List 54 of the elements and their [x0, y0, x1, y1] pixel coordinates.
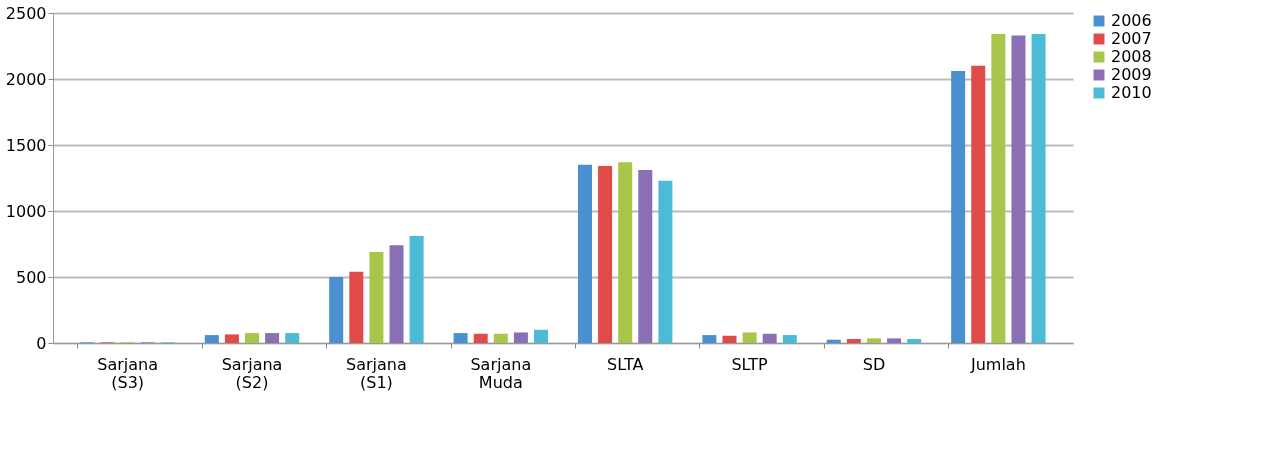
bar [224, 334, 239, 343]
bar [742, 332, 757, 343]
y-tick-label: 1000 [5, 201, 47, 221]
y-tick-label: 0 [36, 333, 47, 353]
y-tick-label: 2000 [5, 69, 47, 89]
bar [409, 236, 424, 343]
legend-label: 2008 [1111, 47, 1152, 66]
bar [453, 333, 468, 343]
y-tick-label: 500 [15, 267, 47, 287]
bar [329, 277, 344, 343]
bar [658, 180, 673, 343]
bar [722, 335, 737, 343]
x-tick-label: Jumlah [969, 354, 1026, 374]
bar [285, 333, 300, 343]
bar [204, 335, 219, 343]
x-tick-label: Sarjana (S1) [346, 354, 407, 392]
bar [473, 333, 488, 343]
bar [951, 71, 966, 343]
bar [245, 333, 260, 343]
legend-label: 2006 [1111, 11, 1152, 30]
bar [782, 335, 797, 343]
bar [762, 333, 777, 343]
y-tick-label: 2500 [5, 3, 47, 23]
legend-label: 2009 [1111, 65, 1152, 84]
bar [389, 245, 404, 343]
bar [1011, 35, 1026, 343]
bar [618, 162, 633, 343]
bar [493, 333, 508, 343]
bar [702, 335, 717, 343]
bar [907, 339, 922, 343]
y-tick-label: 1500 [5, 135, 47, 155]
bar [638, 170, 653, 343]
x-tick-label: Sarjana (S3) [97, 354, 158, 392]
bar [369, 251, 384, 343]
bar [265, 333, 280, 343]
legend-label: 2007 [1111, 29, 1152, 48]
bar [349, 271, 364, 343]
bar [887, 338, 902, 343]
bar [534, 329, 549, 343]
x-tick-label: SLTA [607, 354, 644, 374]
bar [513, 332, 528, 343]
x-tick-label: Sarjana (S2) [221, 354, 283, 392]
bar [1031, 34, 1046, 343]
bar [826, 339, 841, 343]
x-tick-label: SLTP [731, 354, 769, 374]
bar [846, 339, 861, 343]
bar [971, 65, 986, 343]
bar [991, 34, 1006, 343]
legend-label: 2010 [1111, 83, 1152, 102]
x-tick-label: Sarjana Muda [470, 354, 532, 392]
bar [577, 164, 592, 343]
x-tick-label: SD [862, 354, 886, 374]
bar [598, 166, 613, 343]
bar [866, 338, 881, 343]
